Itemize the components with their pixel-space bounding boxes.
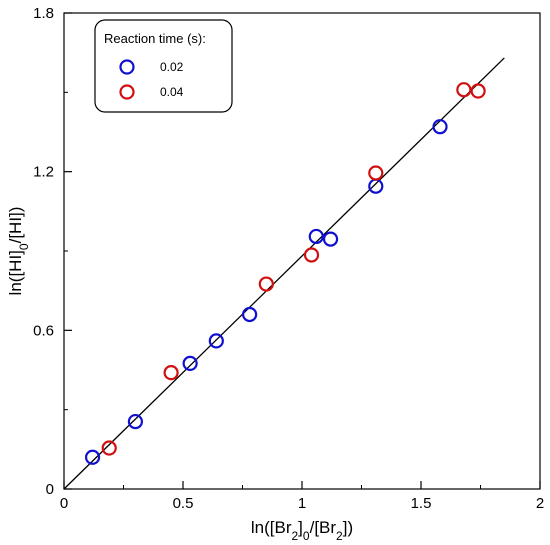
x-tick-label: 0.5 (173, 495, 194, 512)
legend-marker-0.02 (119, 59, 135, 75)
tick-labels: 0 0.5 1 1.5 2 0 0.6 1.2 1.8 (33, 5, 544, 512)
legend-marker-0.04 (119, 84, 135, 100)
x-tick-label: 1 (298, 495, 306, 512)
legend: Reaction time (s): 0.02 0.04 (94, 19, 233, 113)
y-axis-title: ln([HI]0/[HI]) (6, 207, 31, 296)
legend-title: Reaction time (s): (104, 31, 206, 46)
legend-label-0.02: 0.02 (160, 60, 184, 74)
data-point-0.04 (470, 83, 486, 99)
data-point-0.02 (182, 355, 198, 371)
y-tick-label: 1.8 (33, 5, 54, 22)
data-point-0.02 (208, 333, 224, 349)
x-tick-label: 2 (536, 495, 544, 512)
data-point-0.04 (101, 440, 117, 456)
data-point-0.04 (368, 165, 384, 181)
data-point-0.02 (308, 228, 324, 245)
data-point-0.04 (303, 247, 320, 263)
data-point-0.04 (163, 365, 179, 381)
data-points (84, 82, 486, 465)
x-axis-title: ln([Br2]0/[Br2]) (251, 518, 353, 543)
data-point-0.02 (84, 449, 101, 465)
legend-box (94, 19, 233, 113)
y-tick-label: 1.2 (33, 164, 54, 181)
data-point-0.04 (456, 82, 472, 98)
x-tick-label: 1.5 (411, 495, 432, 512)
y-tick-label: 0.6 (33, 322, 54, 339)
fit-line-group (63, 57, 505, 490)
fit-line (63, 57, 505, 490)
data-point-0.02 (368, 178, 384, 194)
data-point-0.04 (258, 276, 274, 292)
data-point-0.02 (127, 413, 143, 430)
data-point-0.02 (432, 119, 448, 135)
legend-label-0.04: 0.04 (160, 85, 184, 99)
y-tick-label: 0 (46, 481, 54, 498)
x-tick-label: 0 (60, 495, 68, 512)
data-point-0.02 (242, 306, 258, 323)
data-point-0.02 (322, 231, 339, 247)
axis-ticks (63, 12, 541, 490)
